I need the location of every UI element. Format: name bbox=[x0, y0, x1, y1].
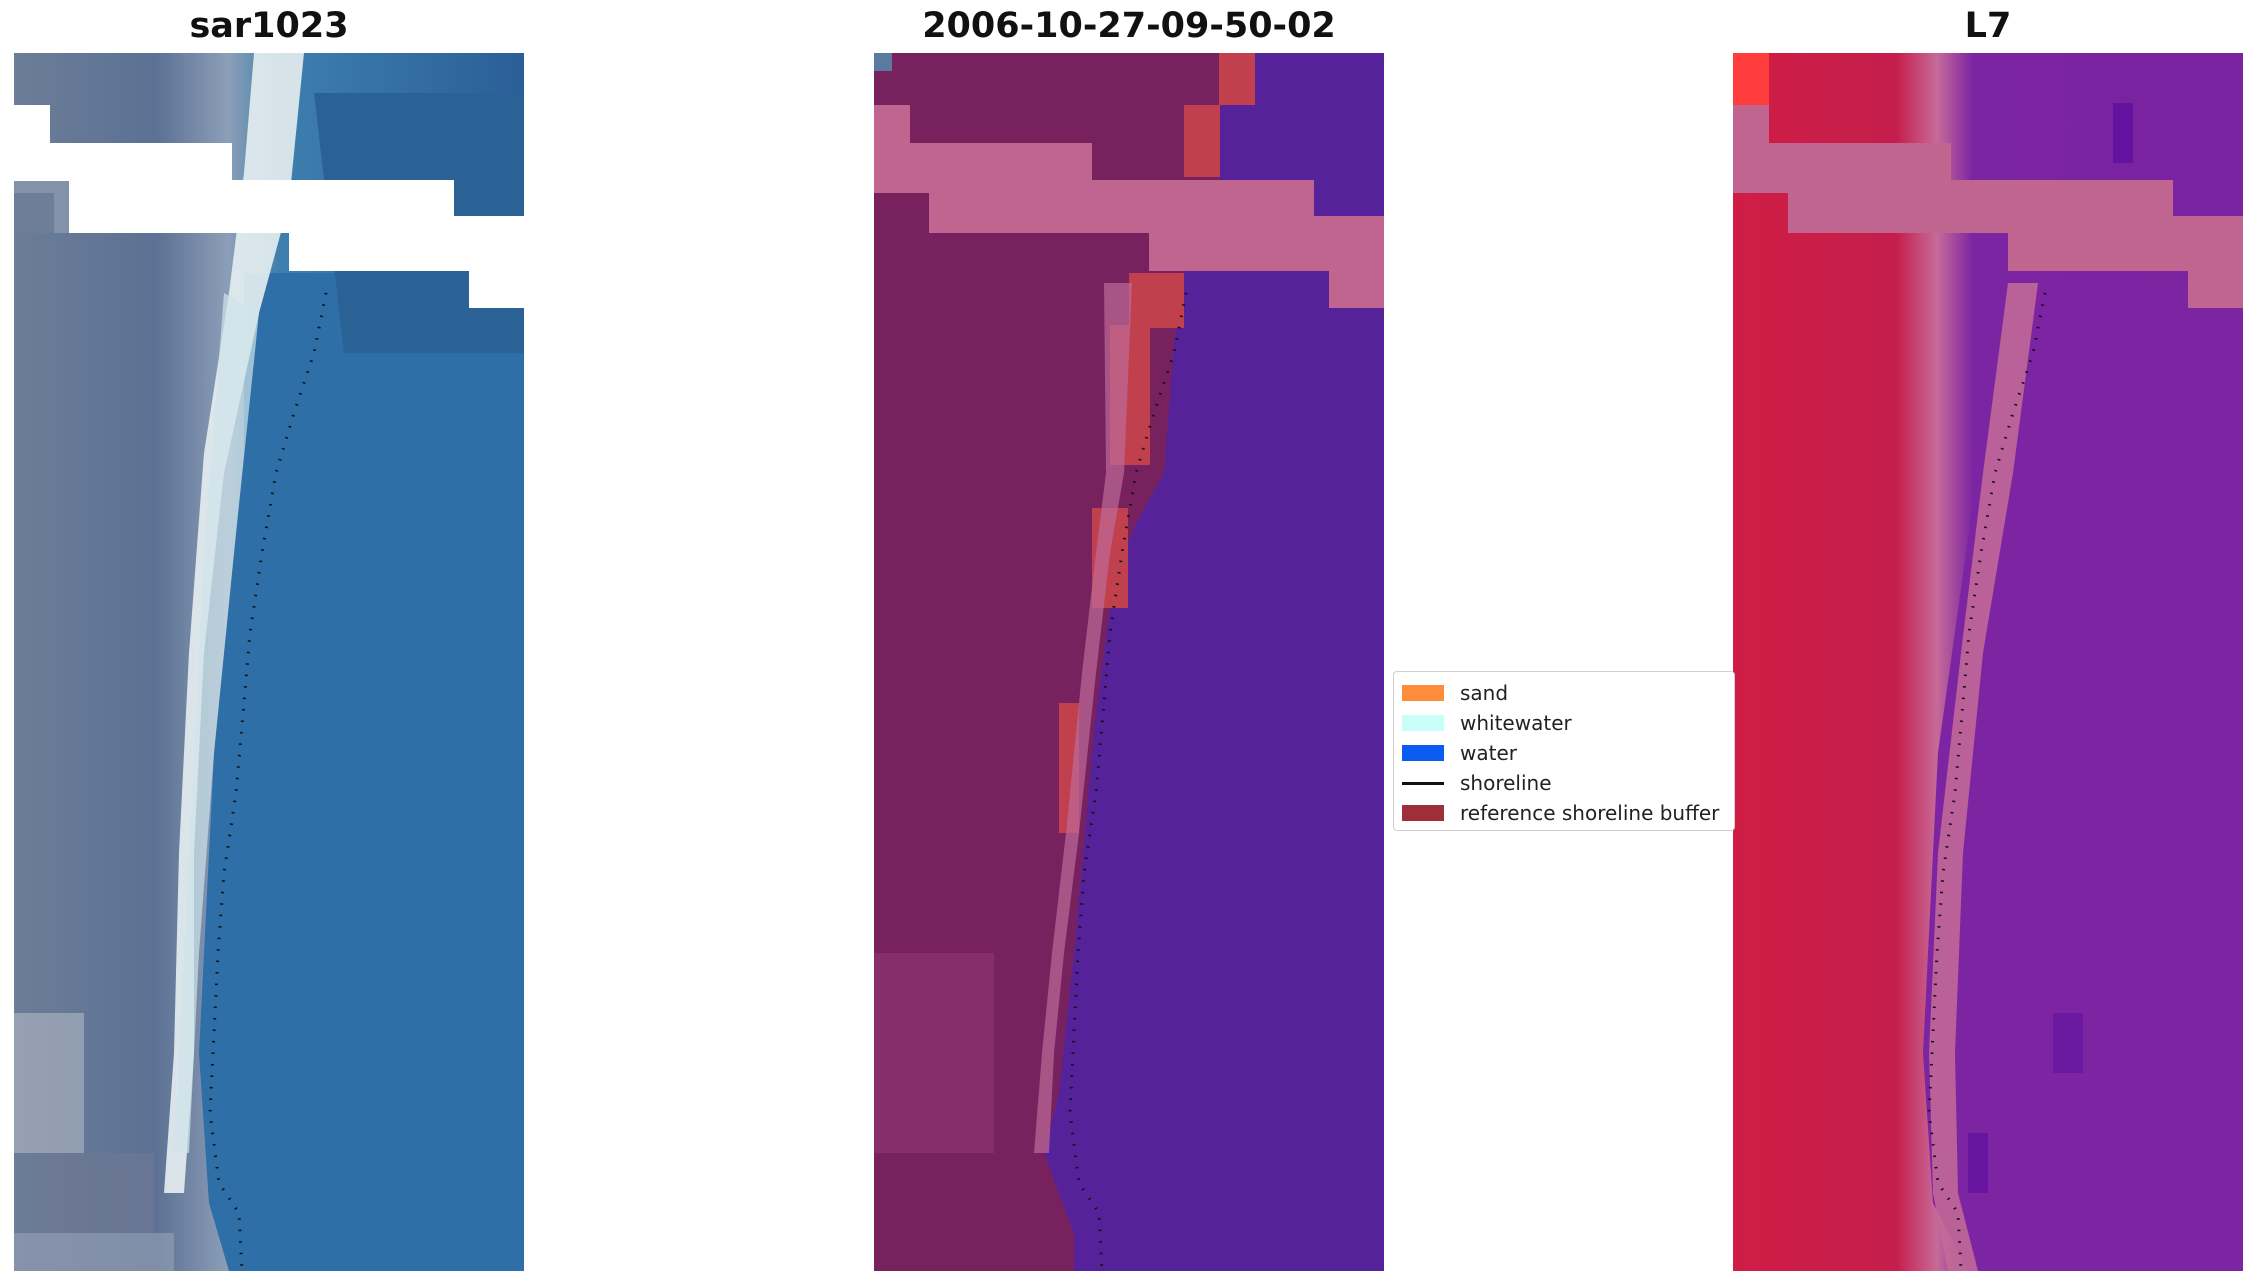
legend-label: reference shoreline buffer bbox=[1460, 801, 1720, 825]
l7-image bbox=[1733, 53, 2243, 1271]
shoreline-line-swatch bbox=[1402, 781, 1444, 785]
legend-label: whitewater bbox=[1460, 711, 1572, 735]
rgb-image-panel bbox=[14, 53, 524, 1271]
legend: sand whitewater water shoreline referenc… bbox=[1393, 671, 1735, 831]
l7-image-panel bbox=[1733, 53, 2243, 1271]
buffer-swatch bbox=[1402, 805, 1444, 821]
classified-image-panel bbox=[874, 53, 1384, 1271]
legend-item-shoreline: shoreline bbox=[1402, 768, 1726, 798]
sand-swatch bbox=[1402, 685, 1444, 701]
legend-item-sand: sand bbox=[1402, 678, 1726, 708]
rgb-image bbox=[14, 53, 524, 1271]
center-panel-title: 2006-10-27-09-50-02 bbox=[922, 6, 1336, 46]
whitewater-swatch bbox=[1402, 715, 1444, 731]
water-swatch bbox=[1402, 745, 1444, 761]
right-panel-title: L7 bbox=[1964, 6, 2012, 46]
legend-item-whitewater: whitewater bbox=[1402, 708, 1726, 738]
legend-item-reference-shoreline-buffer: reference shoreline buffer bbox=[1402, 798, 1726, 828]
legend-item-water: water bbox=[1402, 738, 1726, 768]
left-panel-title: sar1023 bbox=[189, 6, 349, 46]
legend-label: sand bbox=[1460, 681, 1509, 705]
classified-image bbox=[874, 53, 1384, 1271]
legend-label: shoreline bbox=[1460, 771, 1552, 795]
legend-label: water bbox=[1460, 741, 1517, 765]
